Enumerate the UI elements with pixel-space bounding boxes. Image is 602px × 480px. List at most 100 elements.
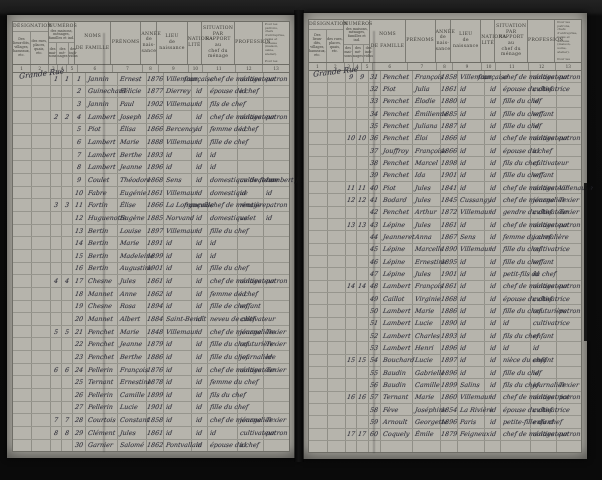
cell-lieu-naissance-text: Norvand: [165, 213, 195, 222]
cell-prenom: Joseph: [118, 110, 147, 123]
cell-nationalite: id: [192, 363, 208, 376]
cell-situation: chef de ménage: [208, 363, 262, 376]
cell-numero-menage: [62, 389, 74, 401]
cell-nom-text: Caillot: [382, 294, 405, 303]
cell-situation: fille du chef: [208, 262, 248, 275]
cell-numero-maison: [51, 123, 62, 136]
cell-nom: Penchet: [381, 157, 414, 169]
cell-lieu-naissance: Saint-Benoît: [164, 313, 206, 325]
cell-nationalite-text: id: [195, 327, 203, 336]
header-numeros-subtitle: des maisons, ménages, familles et ind.: [345, 26, 368, 42]
cell-nom-text: Mannet: [87, 314, 114, 323]
cell-numero-individu: 21: [73, 325, 86, 338]
cell-numero-maison: [346, 342, 358, 354]
cell-lieudit: [13, 275, 32, 287]
cell-observation: [557, 367, 581, 378]
cell-prenom: Georgette: [413, 416, 448, 428]
cell-observation: Texier: [264, 414, 289, 426]
cell-annee-naissance: 1880: [440, 95, 458, 107]
cell-annee-naissance-text: 1899: [146, 251, 164, 260]
cell-nationalite: id: [192, 439, 208, 452]
cell-annee-naissance: 1890: [440, 243, 458, 255]
cell-nom: Coulet: [86, 174, 119, 186]
cell-numero-maison: 4: [51, 275, 62, 287]
cell-rue: [328, 391, 347, 403]
cell-nationalite-text: id: [195, 239, 203, 248]
cell-situation: chef de ménage: [208, 414, 262, 426]
cell-rue: [32, 414, 51, 426]
cell-numero-individu: 6: [73, 136, 86, 148]
cell-lieu-naissance: id: [458, 157, 486, 169]
cell-numero-individu: 25: [73, 376, 86, 389]
table-row: 7 Lambert Berthe 1893 id id id: [13, 148, 289, 162]
cell-rue: [32, 237, 51, 249]
cell-prenom: François: [413, 71, 444, 83]
cell-nom: Penchet: [86, 325, 119, 338]
cell-lieudit: [309, 218, 328, 231]
cell-lieudit: [309, 181, 328, 194]
cell-lieu-naissance: id: [164, 275, 192, 287]
cell-lieu-naissance-text: id: [165, 112, 173, 121]
cell-numero-individu-text: 21: [74, 327, 84, 336]
cell-numero-maison-text: 11: [346, 183, 356, 192]
cell-nationalite: id: [485, 255, 501, 268]
cell-annee-naissance-text: 1866: [440, 134, 458, 143]
cell-lieu-naissance-text: id: [165, 365, 173, 374]
cell-lieu-naissance: id: [458, 268, 486, 280]
cell-annee-naissance-text: 1880: [440, 97, 458, 106]
cell-nationalite: id: [192, 414, 208, 426]
cell-situation-text: femme du chef: [209, 378, 259, 387]
table-row: 4 4 17 Chesne Jules 1861 id id chef de ménage cul…: [13, 275, 289, 288]
cell-profession: [238, 262, 265, 275]
header-col-nationalite: NATIONA- LITÉ: [188, 22, 214, 64]
cell-numero-individu: 40: [369, 181, 381, 194]
cell-observation: patron: [557, 429, 581, 440]
cell-numero-individu: 58: [369, 403, 381, 416]
cell-numero-menage: 1: [62, 73, 74, 85]
cell-annee-naissance: 1861: [146, 186, 164, 199]
header-designation-title: DÉSIGNATION: [309, 22, 348, 27]
cell-prenom: Arthur: [413, 206, 441, 218]
cell-profession: journalière: [531, 231, 569, 243]
cell-lieu-naissance-text: id: [165, 378, 173, 387]
cell-numero-individu-text: 13: [74, 226, 84, 235]
cell-prenom: Salomé: [118, 439, 147, 452]
cell-profession: cultivateur: [531, 181, 569, 194]
cell-nationalite-text: id: [488, 183, 497, 192]
cell-prenom: Gabrielle: [413, 366, 445, 379]
cell-situation-text: id: [502, 343, 510, 352]
cell-nationalite: id: [485, 169, 501, 181]
cell-lieu-naissance-text: id: [458, 331, 467, 340]
cell-numero-individu: 42: [369, 206, 381, 218]
table-row: 3 Jannin Paul 1902 Villemaur id fils de chef: [13, 98, 289, 111]
cell-prenom: Ernestine: [118, 376, 152, 389]
cell-profession-text: id: [532, 269, 540, 278]
cell-nationalite-text: id: [195, 441, 203, 450]
cell-situation: [501, 440, 531, 453]
cell-annee-naissance-text: 1876: [146, 74, 164, 83]
cell-profession-text: id: [532, 121, 540, 130]
cell-annee-naissance-text: 1867: [440, 232, 458, 241]
cell-nom: Chesne: [86, 275, 119, 287]
cell-prenom: Ida: [413, 169, 441, 181]
cell-lieu-naissance-text: Villemaur: [165, 138, 198, 147]
cell-numero-menage: [357, 440, 369, 453]
cell-annee-naissance: 1897: [146, 224, 164, 237]
cell-numero-menage: [357, 243, 369, 255]
cell-prenom: François: [118, 363, 149, 376]
cell-annee-naissance: 1868: [440, 292, 458, 305]
cell-nom-text: Lambert: [87, 150, 117, 159]
cell-nom: Garnier: [86, 439, 119, 452]
cell-prenom-text: Jules: [414, 269, 432, 278]
cell-prenom-text: Marie: [119, 138, 141, 147]
cell-nom-text: Clément: [87, 428, 116, 437]
cell-numero-maison: [346, 440, 358, 453]
cell-profession: cultivatrice: [531, 391, 570, 403]
cell-numero-individu-text: 3: [76, 100, 82, 109]
cell-profession: cultivatrice: [531, 317, 570, 329]
table-row: 38 Penchet Marcel 1898 id id fils du chef culti…: [309, 157, 581, 170]
cell-profession: cultivateur: [531, 428, 569, 440]
cell-lieu-naissance-text: id: [458, 121, 467, 130]
cell-numero-individu: 12: [73, 212, 86, 224]
cell-lieu-naissance-text: id: [458, 306, 467, 315]
